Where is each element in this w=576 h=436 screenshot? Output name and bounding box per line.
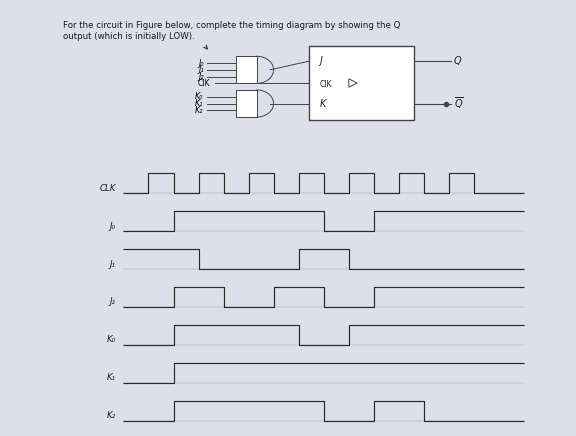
Text: Q: Q <box>454 56 461 66</box>
Bar <box>236 56 256 83</box>
Text: J₂: J₂ <box>109 297 116 307</box>
Polygon shape <box>349 79 357 87</box>
Text: K₂: K₂ <box>195 106 203 115</box>
Text: K₀: K₀ <box>195 92 203 101</box>
Text: J₂: J₂ <box>198 72 203 81</box>
Bar <box>309 46 414 119</box>
Text: CIK: CIK <box>320 80 332 89</box>
Text: CIK: CIK <box>198 78 210 88</box>
Text: K₁: K₁ <box>195 99 203 108</box>
Text: J₁: J₁ <box>109 259 116 269</box>
Text: K₀: K₀ <box>107 335 116 344</box>
Text: J₀: J₀ <box>198 58 203 68</box>
Text: CLK: CLK <box>99 184 116 193</box>
Text: J₀: J₀ <box>109 221 116 231</box>
Text: J₁: J₁ <box>198 65 203 74</box>
Text: J: J <box>320 56 323 66</box>
Text: K₁: K₁ <box>107 373 116 382</box>
Text: K: K <box>320 99 327 109</box>
Text: $\overline{Q}$: $\overline{Q}$ <box>454 95 463 112</box>
Text: K₂: K₂ <box>107 412 116 420</box>
Bar <box>236 90 256 117</box>
Text: For the circuit in Figure below, complete the timing diagram by showing the Q
ou: For the circuit in Figure below, complet… <box>63 21 400 41</box>
